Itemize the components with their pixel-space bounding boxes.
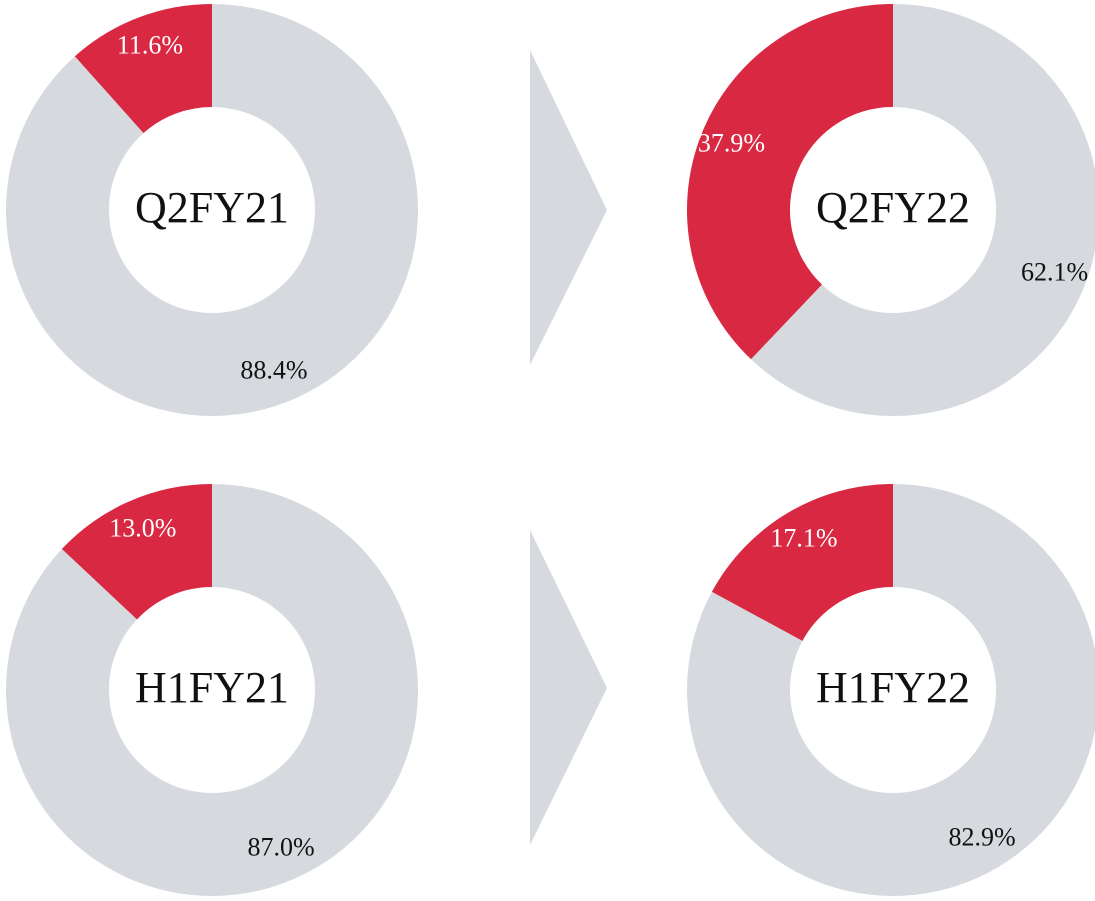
donut-segment <box>5 484 418 896</box>
data-label: 13.0% <box>109 513 176 542</box>
data-label: 62.1% <box>1021 258 1088 287</box>
data-label: 37.9% <box>698 128 765 157</box>
donut-segment <box>687 4 893 360</box>
donut-segment <box>687 484 1095 896</box>
data-label: 87.0% <box>248 833 315 862</box>
donut-segment <box>751 4 1095 416</box>
donut-segment <box>711 483 893 641</box>
center-label: H1FY21 <box>135 663 289 712</box>
center-label: Q2FY22 <box>816 183 970 232</box>
arrow <box>530 530 607 845</box>
data-label: 17.1% <box>770 523 837 552</box>
data-label: 11.6% <box>117 30 183 59</box>
donut-segment <box>74 3 213 134</box>
center-label: Q2FY21 <box>135 183 289 232</box>
donut-segment <box>5 4 418 416</box>
center-label: H1FY22 <box>816 663 970 712</box>
arrow <box>530 50 607 365</box>
data-label: 82.9% <box>948 822 1015 851</box>
data-label: 88.4% <box>240 356 307 385</box>
donut-segment <box>61 483 213 620</box>
